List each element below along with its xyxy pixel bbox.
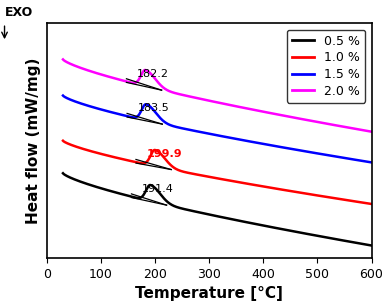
Text: 183.5: 183.5 xyxy=(138,103,170,113)
Legend: 0.5 %, 1.0 %, 1.5 %, 2.0 %: 0.5 %, 1.0 %, 1.5 %, 2.0 % xyxy=(287,29,365,103)
Text: 191.4: 191.4 xyxy=(142,184,174,194)
Text: 182.2: 182.2 xyxy=(137,68,169,79)
Text: 199.9: 199.9 xyxy=(147,149,182,159)
X-axis label: Temperature [°C]: Temperature [°C] xyxy=(135,286,283,301)
Text: EXO: EXO xyxy=(5,6,33,19)
Y-axis label: Heat flow (mW/mg): Heat flow (mW/mg) xyxy=(26,57,41,224)
